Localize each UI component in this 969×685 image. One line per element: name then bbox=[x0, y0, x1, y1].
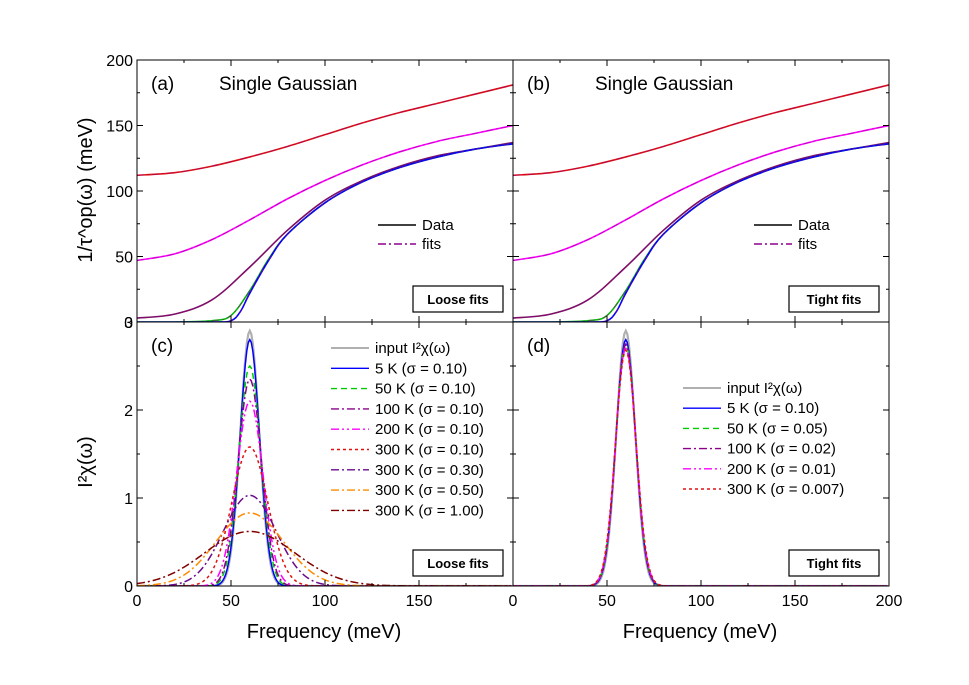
legend-label: input I²χ(ω) bbox=[375, 340, 450, 357]
legend-label: 50 K (σ = 0.10) bbox=[375, 381, 476, 398]
legend-label: input I²χ(ω) bbox=[727, 380, 802, 397]
legend-label: 300 K (σ = 0.50) bbox=[375, 482, 484, 499]
fit-line bbox=[513, 142, 889, 319]
x-tick-label: 100 bbox=[312, 593, 339, 610]
gaussian-curve bbox=[137, 530, 512, 586]
y-axis-title-top: 1/τ^op(ω) (meV) bbox=[75, 117, 97, 262]
y-axis-title-bottom: I²χ(ω) bbox=[75, 436, 97, 488]
legend-label: Data bbox=[798, 217, 830, 234]
series-line bbox=[513, 124, 889, 262]
gaussian-curve bbox=[513, 328, 888, 586]
legend: Data fits bbox=[754, 217, 830, 253]
panel-a: 0 50 100 150 200 (a) Single Gaussian Loose fits… bbox=[106, 53, 514, 332]
x-tick-label: 100 bbox=[688, 593, 715, 610]
legend-label: Data bbox=[422, 217, 454, 234]
legend: Data fits bbox=[378, 217, 454, 253]
panel-label: (d) bbox=[527, 336, 550, 357]
panel-b: (b) Single Gaussian Tight fits Data fits bbox=[512, 59, 890, 323]
fit-badge-label: Tight fits bbox=[807, 292, 862, 307]
panel-label: (c) bbox=[151, 336, 173, 357]
fit-badge bbox=[788, 285, 880, 313]
x-tick-label: 150 bbox=[782, 593, 809, 610]
fit-badge bbox=[412, 549, 504, 577]
legend-label: 300 K (σ = 0.10) bbox=[375, 442, 484, 459]
panel-d: 0 50 100 150 200 (d) Tight fits input I²χ(ω) 5 K… bbox=[509, 321, 903, 610]
gaussian-curve bbox=[137, 512, 512, 586]
panel-label: (a) bbox=[151, 74, 174, 95]
legend-label: 5 K (σ = 0.10) bbox=[727, 400, 819, 417]
legend: input I²χ(ω) 5 K (σ = 0.10) 50 K (σ = 0.05… bbox=[683, 380, 844, 498]
fit-badge-label: Loose fits bbox=[427, 556, 488, 571]
legend-label: 300 K (σ = 0.007) bbox=[727, 481, 844, 498]
fit-line bbox=[137, 142, 513, 319]
fit-line bbox=[513, 125, 889, 261]
series-line bbox=[137, 124, 513, 262]
gaussian-curve bbox=[137, 494, 512, 586]
series-line bbox=[513, 84, 889, 177]
y-tick-label: 0 bbox=[124, 315, 133, 332]
legend-label: 5 K (σ = 0.10) bbox=[375, 360, 467, 377]
fit-badge bbox=[412, 285, 504, 313]
fit-line bbox=[513, 84, 889, 176]
legend-label: 50 K (σ = 0.05) bbox=[727, 420, 828, 437]
y-tick-label: 200 bbox=[106, 53, 133, 70]
x-tick-label: 50 bbox=[222, 593, 240, 610]
legend-label: 100 K (σ = 0.10) bbox=[375, 401, 484, 418]
legend-label: 100 K (σ = 0.02) bbox=[727, 441, 836, 458]
y-tick-label: 150 bbox=[106, 119, 133, 136]
legend-label: 200 K (σ = 0.01) bbox=[727, 461, 836, 478]
y-tick-label: 1 bbox=[124, 491, 133, 508]
fit-badge-label: Loose fits bbox=[427, 292, 488, 307]
x-tick-label: 50 bbox=[598, 593, 616, 610]
x-tick-label: 200 bbox=[876, 593, 903, 610]
fit-line bbox=[137, 125, 513, 261]
panel-title: Single Gaussian bbox=[219, 74, 357, 95]
x-axis-title-right: Frequency (meV) bbox=[623, 621, 778, 643]
fit-line bbox=[137, 84, 513, 176]
fit-badge bbox=[788, 549, 880, 577]
y-tick-label: 100 bbox=[106, 184, 133, 201]
curves bbox=[513, 328, 888, 586]
fit-badge-label: Tight fits bbox=[807, 556, 862, 571]
series-line bbox=[137, 84, 513, 177]
y-tick-label: 3 bbox=[124, 315, 133, 332]
x-tick-label: 150 bbox=[406, 593, 433, 610]
panel-label: (b) bbox=[527, 74, 550, 95]
legend-label: 200 K (σ = 0.10) bbox=[375, 421, 484, 438]
y-tick-label: 50 bbox=[115, 250, 133, 267]
y-tick-label: 0 bbox=[124, 579, 133, 596]
x-axis-title-left: Frequency (meV) bbox=[247, 621, 402, 643]
x-tick-label: 0 bbox=[509, 593, 518, 610]
y-tick-label: 2 bbox=[124, 403, 133, 420]
x-tick-label: 0 bbox=[133, 593, 142, 610]
legend: input I²χ(ω) 5 K (σ = 0.10) 50 K (σ = 0.10… bbox=[331, 340, 484, 519]
legend-label: fits bbox=[798, 236, 817, 253]
legend-label: fits bbox=[422, 236, 441, 253]
legend-label: 300 K (σ = 0.30) bbox=[375, 462, 484, 479]
panel-title: Single Gaussian bbox=[595, 74, 733, 95]
axis-labels: 1/τ^op(ω) (meV) I²χ(ω) Frequency (meV) F… bbox=[75, 117, 777, 643]
legend-label: 300 K (σ = 1.00) bbox=[375, 502, 484, 519]
